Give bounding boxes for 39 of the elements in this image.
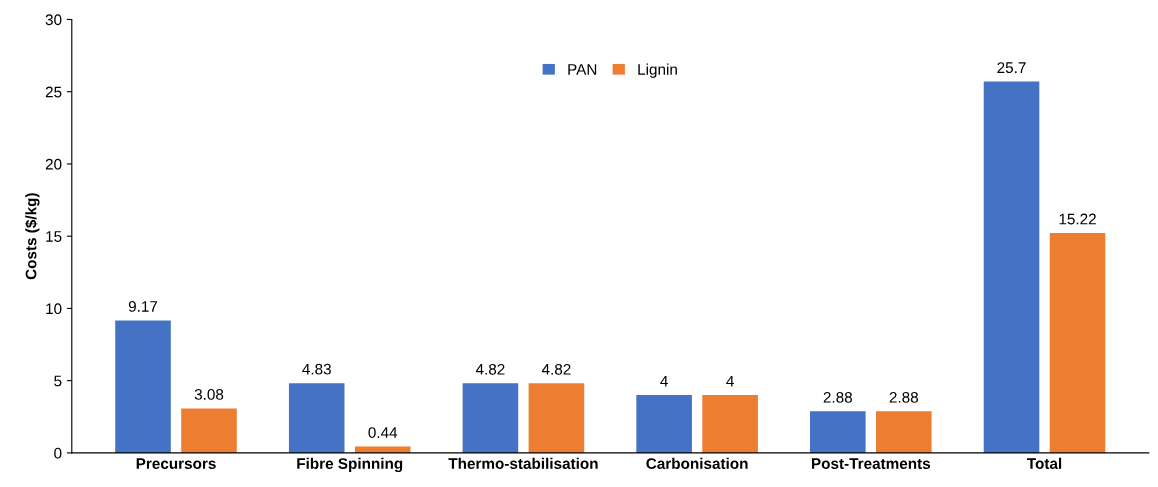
x-tick-label: Post-Treatments (811, 458, 931, 469)
y-tick-label: 20 (45, 158, 62, 170)
x-tick-label: Total (1027, 457, 1062, 469)
bar (288, 383, 345, 453)
data-label: 4.83 (302, 363, 331, 375)
data-label: 25.7 (997, 62, 1026, 74)
data-label: 15.22 (1059, 213, 1096, 225)
y-tick-label: 10 (46, 303, 62, 315)
bar (983, 81, 1040, 453)
data-label: 3.08 (194, 389, 224, 400)
y-axis-title: Costs ($/kg) (24, 193, 40, 280)
bar (528, 383, 585, 453)
data-label: 4 (726, 375, 734, 387)
bar (810, 411, 866, 453)
legend-label: Lignin (638, 63, 677, 78)
bar (181, 408, 237, 453)
data-label: 4 (660, 375, 668, 387)
bar (702, 395, 758, 453)
x-tick-label: Fibre Spinning (297, 457, 403, 473)
bar (115, 320, 171, 453)
data-label: 4.82 (475, 363, 505, 375)
y-tick-label: 15 (46, 231, 62, 242)
bar (462, 383, 519, 453)
y-tick-label: 5 (54, 375, 62, 387)
y-tick-label: 25 (45, 86, 62, 98)
data-label: 2.88 (823, 391, 853, 403)
x-tick-label: Precursors (136, 458, 216, 469)
legend-label: PAN (568, 64, 597, 75)
y-tick-label: 0 (54, 447, 62, 459)
bar (1049, 233, 1106, 453)
data-label: 4.82 (541, 363, 571, 375)
bar (876, 411, 932, 453)
data-label: 9.17 (128, 301, 158, 312)
data-label: 0.44 (368, 427, 398, 438)
y-tick-label: 30 (45, 14, 62, 26)
data-label: 2.88 (889, 391, 919, 403)
x-tick-label: Carbonisation (646, 457, 748, 469)
bar (636, 395, 692, 453)
x-tick-label: Thermo-stabilisation (448, 457, 598, 469)
